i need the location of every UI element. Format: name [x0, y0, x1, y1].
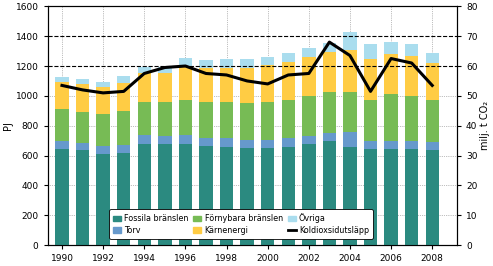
Bar: [158, 102, 172, 136]
Bar: [323, 142, 336, 245]
Bar: [158, 136, 172, 144]
Bar: [241, 103, 254, 140]
Bar: [117, 111, 130, 145]
Bar: [364, 59, 377, 99]
Bar: [405, 96, 419, 142]
Bar: [364, 44, 377, 59]
Bar: [405, 149, 419, 245]
Bar: [76, 111, 89, 143]
Bar: [364, 99, 377, 141]
Bar: [55, 109, 69, 142]
Bar: [385, 149, 398, 245]
Bar: [138, 144, 151, 245]
Bar: [55, 142, 69, 149]
Bar: [323, 52, 336, 92]
Y-axis label: milj. t CO₂: milj. t CO₂: [480, 101, 490, 150]
Bar: [76, 143, 89, 150]
Bar: [323, 92, 336, 133]
Bar: [425, 100, 439, 143]
Bar: [199, 68, 212, 102]
Bar: [55, 77, 69, 82]
Bar: [241, 68, 254, 103]
Bar: [138, 67, 151, 73]
Bar: [138, 135, 151, 144]
Bar: [261, 102, 275, 140]
Bar: [364, 141, 377, 149]
Bar: [261, 65, 275, 102]
Bar: [302, 144, 316, 245]
Bar: [179, 66, 192, 100]
Bar: [158, 67, 172, 73]
Bar: [117, 76, 130, 83]
Bar: [282, 99, 295, 138]
Bar: [179, 135, 192, 144]
Bar: [343, 147, 356, 245]
Bar: [179, 144, 192, 245]
Bar: [241, 140, 254, 148]
Bar: [199, 102, 212, 138]
Bar: [76, 80, 89, 84]
Bar: [302, 136, 316, 144]
Bar: [405, 56, 419, 96]
Bar: [364, 149, 377, 245]
Bar: [385, 94, 398, 141]
Bar: [282, 147, 295, 245]
Bar: [385, 42, 398, 54]
Bar: [220, 59, 233, 68]
Bar: [323, 43, 336, 52]
Bar: [76, 150, 89, 245]
Bar: [425, 150, 439, 245]
Bar: [343, 50, 356, 92]
Bar: [323, 133, 336, 142]
Bar: [97, 146, 110, 154]
Bar: [405, 44, 419, 56]
Bar: [76, 84, 89, 111]
Bar: [179, 100, 192, 135]
Bar: [220, 147, 233, 245]
Bar: [117, 83, 130, 111]
Bar: [302, 48, 316, 57]
Bar: [343, 132, 356, 147]
Bar: [343, 92, 356, 132]
Bar: [261, 148, 275, 245]
Bar: [199, 146, 212, 245]
Bar: [405, 142, 419, 149]
Bar: [220, 138, 233, 147]
Bar: [241, 59, 254, 68]
Legend: Fossila bränslen, Torv, Förnybara bränslen, Kärnenergi, Övriga, Koldioxsidutsläp: Fossila bränslen, Torv, Förnybara bränsl…: [109, 209, 373, 239]
Bar: [385, 54, 398, 94]
Bar: [158, 144, 172, 245]
Bar: [158, 73, 172, 102]
Bar: [302, 96, 316, 136]
Bar: [97, 87, 110, 114]
Bar: [117, 153, 130, 245]
Bar: [241, 148, 254, 245]
Bar: [385, 141, 398, 149]
Bar: [261, 140, 275, 148]
Bar: [138, 102, 151, 135]
Bar: [138, 73, 151, 102]
Bar: [282, 138, 295, 147]
Bar: [261, 57, 275, 65]
Bar: [282, 61, 295, 99]
Bar: [199, 60, 212, 68]
Bar: [220, 102, 233, 138]
Bar: [343, 32, 356, 50]
Bar: [55, 82, 69, 109]
Bar: [302, 57, 316, 96]
Bar: [425, 63, 439, 100]
Bar: [97, 82, 110, 87]
Bar: [220, 68, 233, 102]
Bar: [282, 53, 295, 61]
Bar: [55, 149, 69, 245]
Bar: [179, 58, 192, 66]
Y-axis label: PJ: PJ: [3, 121, 13, 130]
Bar: [97, 154, 110, 245]
Bar: [199, 138, 212, 146]
Bar: [117, 145, 130, 153]
Bar: [425, 143, 439, 150]
Bar: [97, 114, 110, 146]
Bar: [425, 53, 439, 63]
